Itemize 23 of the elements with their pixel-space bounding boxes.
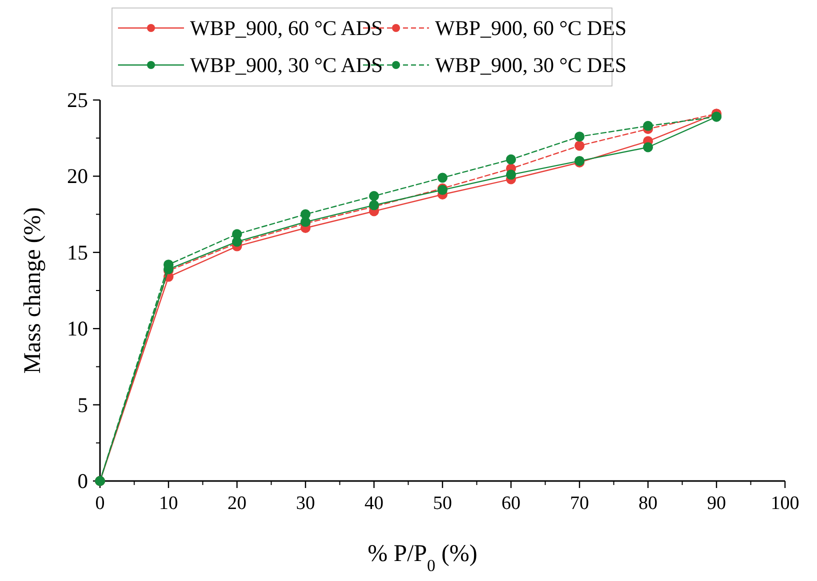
y-axis-title: Mass change (%) — [20, 207, 46, 374]
x-tick-label: 50 — [433, 493, 452, 514]
y-tick-label: 10 — [67, 316, 88, 341]
y-tick-label: 20 — [67, 164, 88, 188]
x-axis-title: % P/P$_{0}$ (%) — [368, 541, 478, 574]
x-tick-label: 30 — [296, 493, 315, 514]
legend-label: WBP_900, 60 °C ADS — [190, 16, 383, 40]
x-tick-label: 10 — [159, 493, 178, 514]
y-tick-label: 0 — [78, 469, 88, 493]
y-tick-label: 25 — [67, 88, 88, 112]
x-tick-label: 70 — [570, 493, 589, 514]
x-tick-label: 90 — [707, 493, 726, 514]
x-tick-label: 80 — [638, 493, 658, 514]
x-tick-label: 100 — [770, 493, 800, 514]
legend-label: WBP_900, 30 °C ADS — [190, 53, 383, 77]
x-tick-label: 40 — [364, 493, 384, 514]
y-tick-label: 15 — [67, 240, 88, 264]
y-tick-label: 5 — [78, 392, 88, 417]
x-tick-label: 20 — [228, 493, 246, 514]
legend-label: WBP_900, 60 °C DES — [435, 16, 627, 40]
legend-label: WBP_900, 30 °C DES — [435, 53, 627, 77]
x-tick-label: 0 — [95, 493, 105, 514]
x-tick-label: 60 — [502, 493, 520, 514]
